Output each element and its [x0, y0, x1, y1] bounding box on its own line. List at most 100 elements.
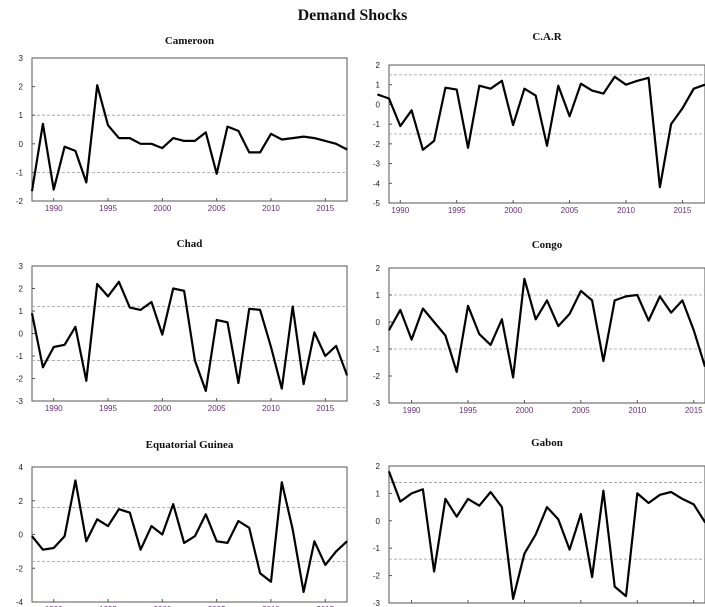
panel-2-data-point — [489, 88, 492, 90]
panel-5-data-point — [74, 479, 77, 482]
panel-4-data-point — [546, 299, 548, 301]
panel-3-xtick-label: 2005 — [208, 404, 226, 413]
panel-1-data-point — [292, 137, 294, 139]
panel-4-data-point — [659, 295, 661, 297]
panel-6-data-point — [467, 498, 469, 500]
panel-2-series-line — [377, 75, 705, 189]
panel-5-data-point — [313, 540, 316, 542]
panel-6-data-point — [422, 488, 424, 490]
panel-2-ytick-label: -3 — [373, 160, 381, 169]
panel-6-data-point — [614, 585, 616, 588]
panel-6-data-point — [681, 498, 684, 500]
panel-4-ytick-label: 2 — [376, 264, 381, 273]
panel-1-xtick-label: 2000 — [153, 204, 171, 213]
panel-5-data-point — [63, 535, 66, 537]
panel-4-data-point — [523, 278, 526, 280]
panel-1-ytick-label: -2 — [16, 197, 24, 206]
panel-5-data-point — [118, 508, 120, 510]
panel-3-data-point — [270, 346, 272, 348]
panel-5-data-point — [270, 581, 272, 583]
panel-6-data-point — [580, 513, 582, 515]
panel-5-data-point — [161, 533, 163, 536]
panel-6-data-point — [410, 492, 413, 494]
panel-3-ytick-label: 3 — [19, 262, 24, 271]
panel-1-data-point — [74, 150, 77, 152]
panel-4-data-point — [422, 307, 424, 310]
panel-6-data-point — [478, 505, 480, 507]
panel-5-data-point — [237, 520, 239, 522]
panel-2-data-point — [433, 140, 435, 142]
panel-2-data-point — [647, 77, 650, 79]
panel-4-data-point — [636, 294, 638, 296]
panel-4-data-point — [693, 329, 695, 331]
panel-1-data-point — [302, 136, 305, 138]
panel-2-data-point — [580, 83, 582, 85]
panel-4-data-point — [410, 338, 413, 341]
panel-4-data-point — [580, 290, 582, 292]
panel-4-data-point — [602, 360, 605, 362]
panel-6-data-point — [693, 503, 695, 505]
panel-2-data-point — [546, 145, 548, 147]
panel-2-ytick-label: 2 — [376, 61, 381, 70]
panel-2-data-point — [602, 92, 605, 95]
panel-3-data-point — [292, 305, 294, 308]
panel-5-data-point — [96, 518, 98, 520]
panel-5-data-point — [140, 549, 142, 551]
panel-1-data-point — [205, 131, 207, 133]
panel-5-data-point — [107, 525, 109, 527]
panel-2-xtick-label: 1990 — [391, 206, 409, 215]
panel-1-ytick-label: 3 — [19, 54, 24, 63]
panel-3-data-point — [42, 366, 44, 368]
panel-4-data-point — [456, 371, 458, 373]
panel-6-data-point — [489, 491, 492, 493]
panel-1-data-point — [150, 143, 153, 145]
panel-2-ytick-label: 1 — [376, 81, 381, 90]
panel-3-data-point — [281, 388, 283, 390]
panel-1-data-point — [335, 143, 337, 145]
panel-1-data-point — [31, 190, 33, 192]
panel-6-data-point — [433, 570, 435, 573]
panel-4-data-point — [433, 321, 435, 323]
panel-1-data-point — [85, 181, 87, 184]
panel-2-data-point — [501, 80, 503, 82]
panel-1-series-line — [30, 84, 348, 192]
panel-3-data-point — [259, 309, 261, 311]
panel-4-data-point — [614, 299, 616, 301]
panel-2-data-point — [557, 85, 559, 87]
panel-6-data-point — [399, 501, 401, 503]
panel-2-ytick-label: -4 — [373, 179, 381, 188]
panel-5-data-point — [194, 535, 196, 537]
panel-6-ytick-label: 2 — [376, 462, 381, 471]
panel-1-data-point — [237, 130, 239, 132]
panel-3-series-line — [30, 280, 349, 392]
panel-5-data-point — [205, 513, 207, 515]
main-title: Demand Shocks — [297, 7, 408, 24]
panel-5-data-point — [335, 550, 337, 552]
panel-3-data-point — [346, 374, 348, 376]
panel-6-data-point — [602, 490, 605, 492]
panel-4-frame — [388, 267, 705, 404]
panel-5-data-point — [248, 527, 250, 529]
panel-5-data-point — [183, 542, 185, 544]
panel-2-data-point — [456, 89, 458, 91]
panel-6-data-point — [512, 598, 514, 600]
panel-1-data-point — [161, 147, 163, 149]
panel-2-xtick-label: 2015 — [674, 206, 692, 215]
panel-5-data-point — [42, 549, 44, 551]
panel-4-xtick-label: 2015 — [685, 406, 703, 415]
panel-3-data-point — [150, 301, 153, 303]
panel-4-xtick-label: 1990 — [403, 406, 421, 415]
panel-2-data-point — [512, 124, 514, 126]
panel-2-data-point — [614, 76, 616, 78]
panel-3-data-point — [172, 287, 174, 290]
panel-4-data-point — [388, 329, 390, 331]
panel-4-data-point — [535, 318, 537, 320]
panel-2-data-point — [388, 97, 390, 100]
panel-1-data-point — [129, 137, 131, 139]
panel-5-data-point — [259, 572, 261, 574]
panel-5-data-point — [53, 547, 55, 549]
panel-4-data-point — [670, 311, 672, 314]
panel-2-data-point — [591, 90, 593, 92]
panel-3-data-point — [335, 345, 337, 347]
panel-5-data-point — [129, 511, 131, 514]
